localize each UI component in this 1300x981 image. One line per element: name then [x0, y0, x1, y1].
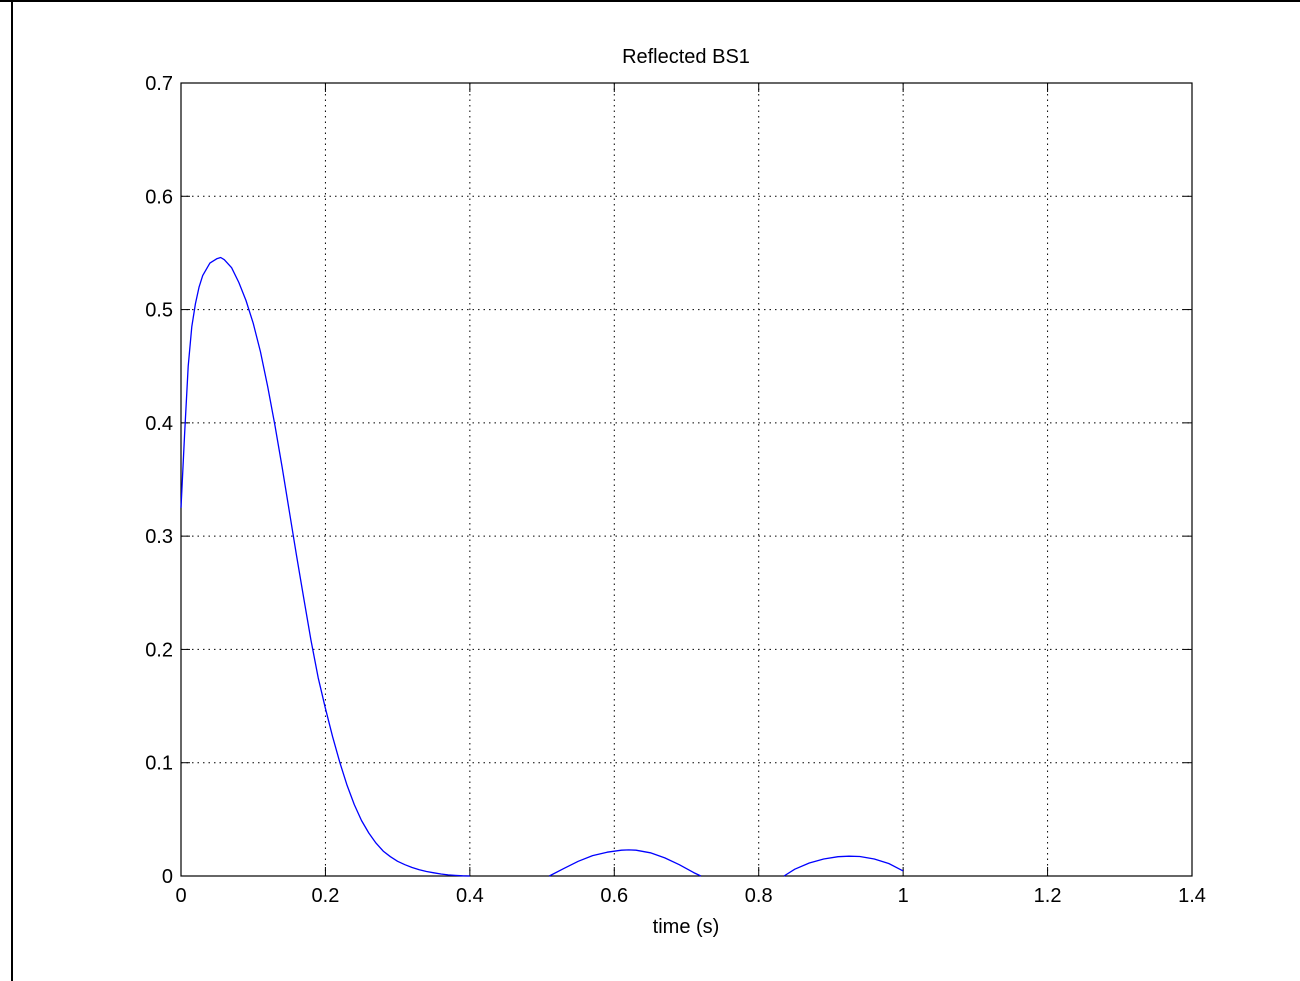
y-tick-label: 0.1 — [145, 753, 173, 775]
x-tick-label: 0.6 — [600, 885, 628, 907]
x-axis-label: time (s) — [653, 916, 720, 938]
x-tick-label: 1.4 — [1178, 885, 1206, 907]
y-tick-label: 0.6 — [145, 186, 173, 208]
y-tick-label: 0 — [162, 866, 173, 888]
y-tick-label: 0.5 — [145, 300, 173, 322]
x-tick-label: 1 — [898, 885, 909, 907]
x-tick-label: 0.4 — [456, 885, 484, 907]
chart-title: Reflected BS1 — [622, 46, 750, 68]
y-tick-label: 0.3 — [145, 526, 173, 548]
plot-area — [180, 82, 1193, 877]
series-line-segment-1 — [180, 256, 470, 877]
x-tick-label: 0.2 — [312, 885, 340, 907]
series-line-segment-3 — [783, 855, 904, 877]
y-tick-label: 0.2 — [145, 639, 173, 661]
axis-ticks — [180, 82, 1193, 877]
y-tick-labels: 0 0.1 0.2 0.3 0.4 0.5 0.6 0.7 — [145, 73, 173, 888]
x-tick-label: 1.2 — [1034, 885, 1062, 907]
x-tick-labels: 0 0.2 0.4 0.6 0.8 1 1.2 1.4 — [175, 885, 1205, 907]
y-tick-label: 0.7 — [145, 73, 173, 95]
x-tick-label: 0 — [175, 885, 186, 907]
x-tick-label: 0.8 — [745, 885, 773, 907]
grid-lines — [181, 83, 1192, 876]
series-layer — [180, 256, 904, 877]
y-tick-label: 0.4 — [145, 413, 173, 435]
series-line-segment-2 — [549, 849, 702, 877]
